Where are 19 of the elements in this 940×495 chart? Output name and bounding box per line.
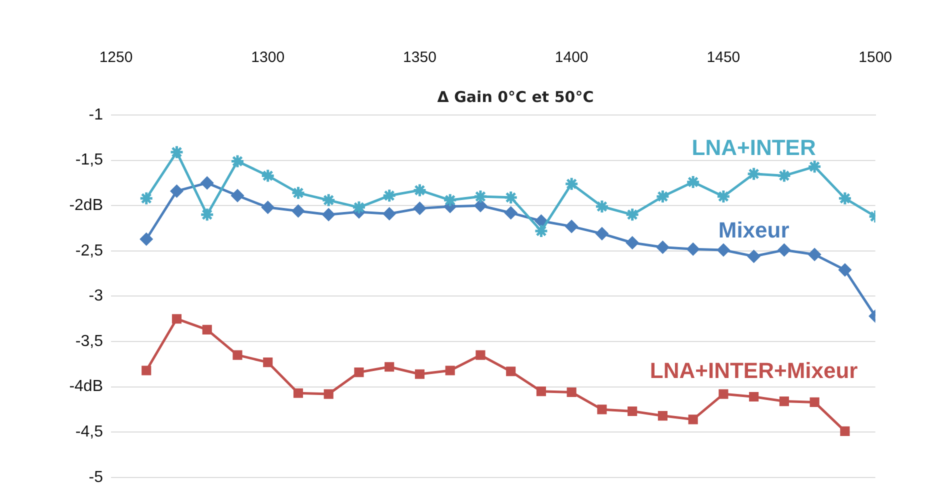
y-tick-label: -5 <box>88 468 104 486</box>
y-tick-label: -4dB <box>69 378 103 396</box>
y-tick-label: -2,5 <box>75 242 104 260</box>
y-tick-label: -3 <box>88 288 104 305</box>
x-tick-label: 1350 <box>403 49 436 66</box>
y-tick-label: -1 <box>88 106 104 124</box>
series-label: LNA+INTER <box>692 134 816 160</box>
x-tick-label: 1450 <box>706 49 740 66</box>
chart-title: Δ Gain 0°C et 50°C <box>436 88 595 106</box>
x-tick-label: 1250 <box>99 49 133 66</box>
series-label: LNA+INTER+Mixeur <box>650 358 858 383</box>
y-tick-label: -3,5 <box>75 332 104 350</box>
x-tick-label: 1500 <box>858 49 892 66</box>
y-tick-label: -1,5 <box>75 152 104 169</box>
y-tick-label: -2dB <box>69 197 103 214</box>
x-tick-label: 1300 <box>251 49 285 66</box>
x-tick-label: 1400 <box>554 49 588 66</box>
series-label: Mixeur <box>718 217 790 242</box>
y-tick-label: -4,5 <box>75 424 104 441</box>
